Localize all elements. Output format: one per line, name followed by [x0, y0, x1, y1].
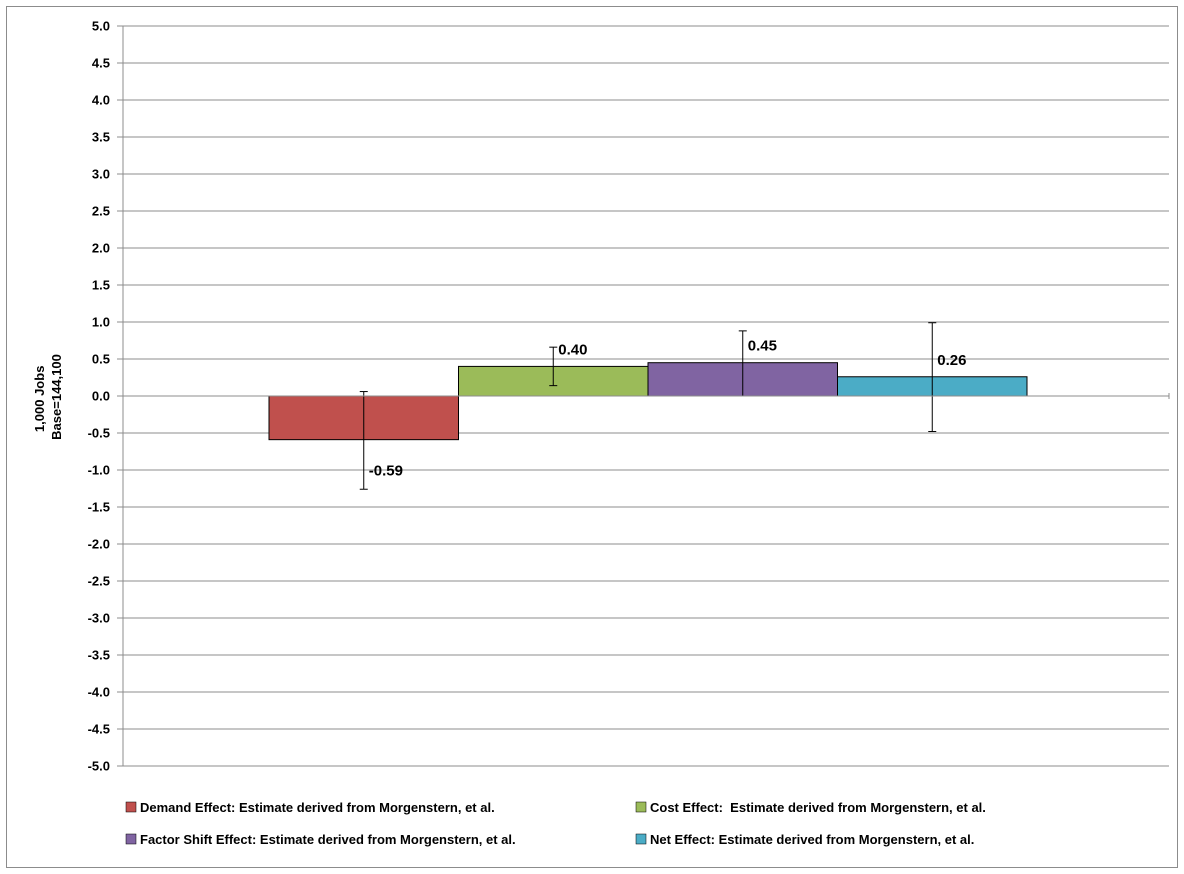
y-tick-label: -4.5 [88, 722, 110, 737]
data-label: 0.40 [558, 341, 587, 358]
y-tick-label: -3.5 [88, 648, 110, 663]
y-tick-label: -1.0 [88, 463, 110, 478]
data-labels: -0.59 0.40 0.45 0.26 [369, 338, 967, 480]
y-tick-label: -1.5 [88, 500, 110, 515]
y-tick-label: -3.0 [88, 611, 110, 626]
legend: Demand Effect: Estimate derived from Mor… [125, 800, 986, 847]
y-tick-label: 0.0 [92, 389, 110, 404]
legend-label: Cost Effect: Estimate derived from Morge… [650, 800, 986, 815]
y-tick-label: 3.5 [92, 130, 110, 145]
y-axis-ticks: 5.0 4.5 4.0 3.5 3.0 2.5 2.0 1.5 1.0 0.5 0.0 -0.5 -1.… [88, 19, 123, 774]
data-label: 0.45 [748, 338, 777, 355]
legend-label: Demand Effect: Estimate derived from Mor… [140, 800, 495, 815]
chart-frame [6, 6, 1178, 868]
axes [122, 26, 1170, 766]
y-tick-label: -2.5 [88, 574, 110, 589]
y-axis-label-line-1: 1,000 Jobs [32, 366, 47, 433]
error-bars [359, 322, 937, 490]
y-tick-label: 0.5 [92, 352, 110, 367]
legend-swatch [635, 833, 647, 845]
y-tick-label: -4.0 [88, 685, 110, 700]
y-tick-label: -0.5 [88, 426, 110, 441]
y-tick-label: 4.0 [92, 93, 110, 108]
legend-swatch [125, 801, 137, 813]
legend-label: Net Effect: Estimate derived from Morgen… [650, 832, 974, 847]
data-label: -0.59 [369, 463, 403, 480]
y-tick-label: 2.5 [92, 204, 110, 219]
legend-label: Factor Shift Effect: Estimate derived fr… [140, 832, 516, 847]
bars [268, 362, 1028, 441]
y-tick-label: -5.0 [88, 759, 110, 774]
y-tick-label: 3.0 [92, 167, 110, 182]
y-tick-label: -2.0 [88, 537, 110, 552]
legend-swatch [125, 833, 137, 845]
legend-swatch [635, 801, 647, 813]
y-tick-label: 1.0 [92, 315, 110, 330]
y-tick-label: 5.0 [92, 19, 110, 34]
data-label: 0.26 [937, 352, 966, 369]
y-tick-label: 4.5 [92, 56, 110, 71]
y-tick-label: 1.5 [92, 278, 110, 293]
y-axis-label: 1,000 Jobs Base=144,100 [32, 354, 64, 440]
y-axis-label-line-2: Base=144,100 [49, 354, 64, 440]
y-tick-label: 2.0 [92, 241, 110, 256]
